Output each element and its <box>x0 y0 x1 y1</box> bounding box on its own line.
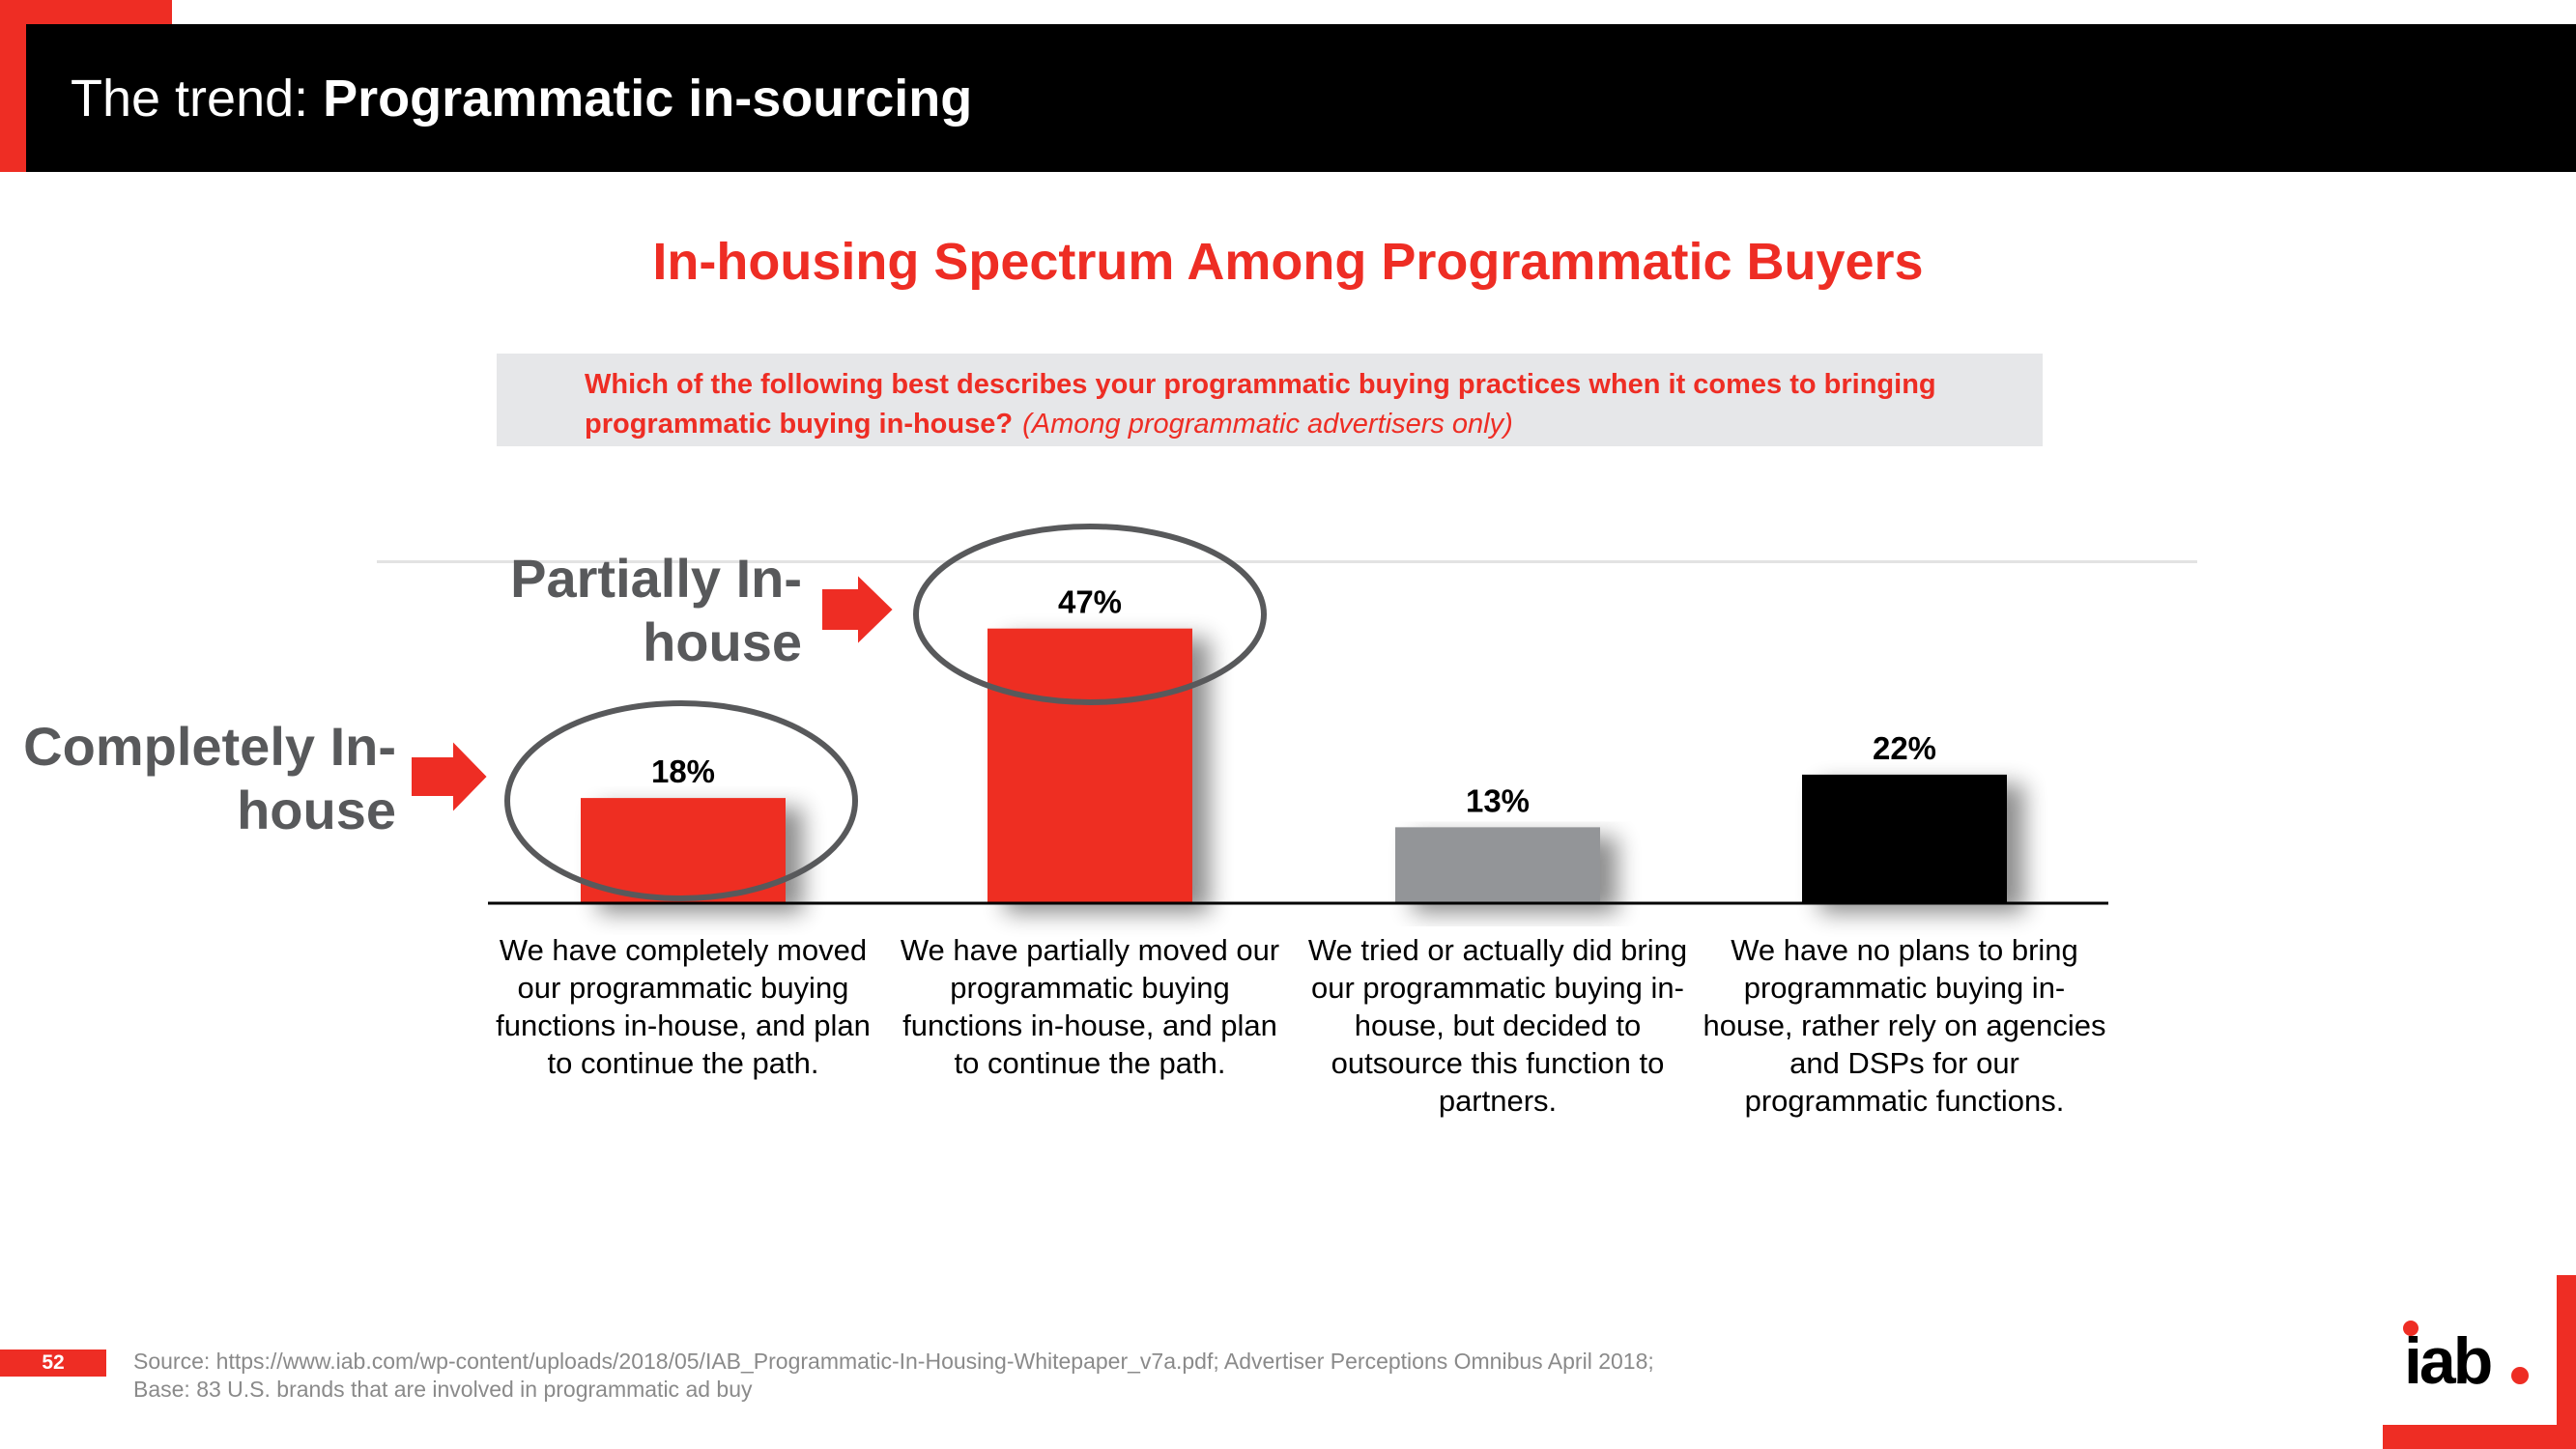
highlight-ellipse-completely <box>504 700 858 901</box>
reference-line <box>377 560 2197 563</box>
question-note: (Among programmatic advertisers only) <box>1022 409 1513 440</box>
category-label: We have no plans to bring programmatic b… <box>1703 933 2106 1118</box>
category-label: We have completely moved our programmati… <box>496 933 871 1080</box>
page-number: 52 <box>0 1350 106 1377</box>
corner-accent <box>0 0 172 172</box>
bar-value-label: 13% <box>1466 782 1530 818</box>
bar-3 <box>1395 827 1600 903</box>
callout-completely-in-house: Completely In-house <box>23 716 396 840</box>
bar-1 <box>581 798 786 903</box>
bar-value-label: 18% <box>651 753 715 789</box>
source-note: Source: https://www.iab.com/wp-content/u… <box>133 1348 1873 1404</box>
question-text: Which of the following best describes yo… <box>585 369 1936 440</box>
bar-4 <box>1802 774 2007 903</box>
category-label: We tried or actually did bring our progr… <box>1307 933 1688 1118</box>
iab-logo-text: iab <box>2404 1324 2491 1398</box>
slide-title-bold: Programmatic in-sourcing <box>323 69 973 128</box>
iab-logo: iab <box>2383 1275 2576 1449</box>
title-bar: The trend: Programmatic in-sourcing <box>26 24 2576 172</box>
highlight-ellipse-partially <box>913 524 1267 705</box>
bar-value-label: 22% <box>1873 730 1936 766</box>
category-label: We have partially moved our programmatic… <box>900 933 1280 1080</box>
chart-title: In-housing Spectrum Among Programmatic B… <box>652 233 1924 291</box>
arrow-right-icon <box>410 737 490 816</box>
arrow-right-icon <box>820 571 896 648</box>
callout-partially-in-house: Partially In-house <box>510 548 802 672</box>
question-box: Which of the following best describes yo… <box>497 354 2043 446</box>
source-line-2: Base: 83 U.S. brands that are involved i… <box>133 1377 753 1402</box>
slide-title-prefix: The trend: <box>71 69 324 128</box>
bar-value-label: 47% <box>1058 584 1122 620</box>
slide-title: The trend: Programmatic in-sourcing <box>71 72 972 125</box>
source-line-1: Source: https://www.iab.com/wp-content/u… <box>133 1349 1654 1374</box>
bar-2 <box>987 628 1192 903</box>
